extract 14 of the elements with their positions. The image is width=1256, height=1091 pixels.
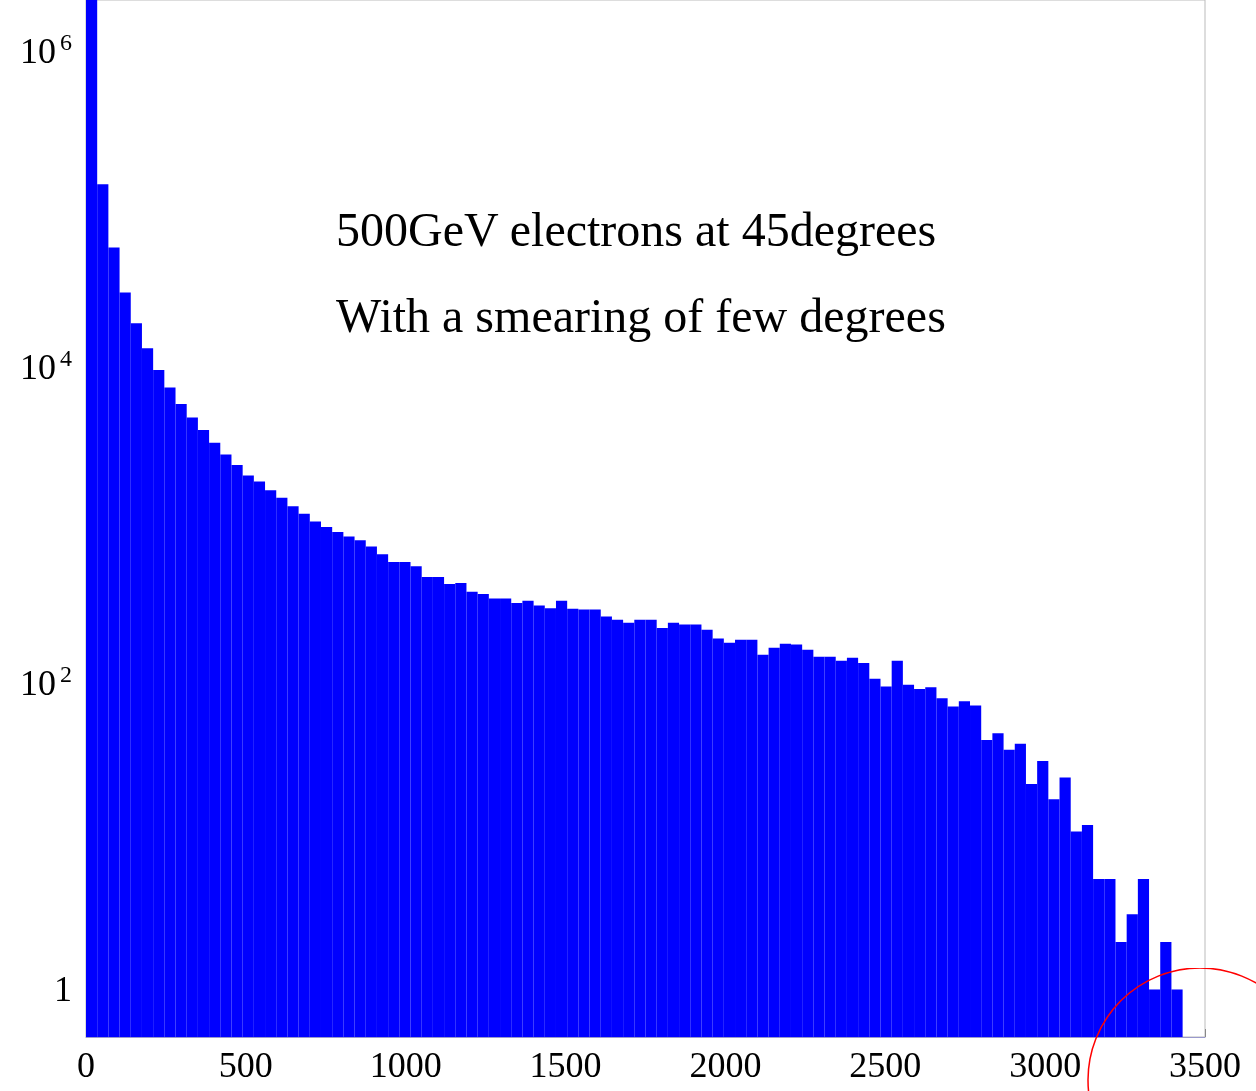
x-tick-label: 0	[77, 1045, 95, 1085]
x-tick-label: 2000	[689, 1045, 762, 1085]
x-tick-label: 1000	[369, 1045, 442, 1085]
x-tick-label: 3500	[1169, 1045, 1241, 1085]
y-tick-label: 10$^{6}$	[20, 28, 72, 74]
y-tick-label: 10$^{4}$	[20, 343, 72, 389]
y-tick-label: 10$^{2}$	[20, 659, 72, 705]
annotation: With a smearing of few degrees	[336, 288, 946, 342]
x-tick-label: 3000	[1009, 1045, 1082, 1085]
x-tick-label: 1500	[529, 1045, 602, 1085]
annotation: 500GeV electrons at 45degrees	[336, 202, 937, 256]
x-tick-label: 500	[218, 1045, 273, 1085]
y-tick-label: 1	[54, 968, 72, 1012]
x-tick-label: 2500	[849, 1045, 922, 1085]
